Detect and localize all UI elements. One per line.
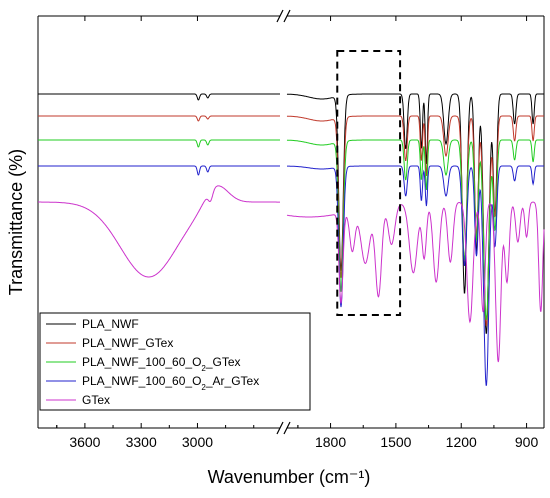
series-line-3-segment-2 (286, 139, 544, 320)
x-tick-label: 1200 (446, 434, 477, 450)
highlight-box-layer (336, 50, 402, 316)
legend-label-1: PLA_NWF (82, 317, 139, 331)
series-line-3-segment-1 (38, 139, 280, 148)
legend-label-2: PLA_NWF_GTex (82, 336, 173, 350)
series-layer (38, 93, 545, 386)
legend-label-3: PLA_NWF_100_60_O2_GTex (82, 355, 241, 373)
x-tick-label: 3300 (126, 434, 157, 450)
x-tick-label: 900 (515, 434, 539, 450)
labels-layer: Wavenumber (cm⁻¹) Transmittance (%) (6, 149, 370, 487)
legend-label-4: PLA_NWF_100_60_O2_Ar_GTex (82, 374, 259, 392)
series-line-2-segment-2 (286, 115, 544, 326)
series-line-4-segment-2 (287, 165, 544, 386)
x-tick-label: 3000 (182, 434, 213, 450)
series-line-1-segment-2 (286, 93, 544, 334)
series-line-1-segment-1 (38, 93, 280, 101)
x-axis-title: Wavenumber (cm⁻¹) (208, 467, 371, 487)
series-line-5-segment-2 (286, 201, 545, 363)
axis-break-top (276, 9, 291, 23)
series-line-2-segment-1 (38, 115, 280, 122)
series-line-4-segment-1 (38, 165, 280, 176)
axis-break-bottom (276, 421, 291, 435)
legend-frame (39, 312, 311, 411)
highlight-box (336, 50, 402, 316)
x-tick-label: 1500 (380, 434, 411, 450)
x-tick-label: 1800 (315, 434, 346, 450)
legend-label-5: GTex (82, 393, 110, 407)
legend: PLA_NWF PLA_NWF_GTex PLA_NWF_100_60_O2_GTe… (39, 312, 311, 411)
y-axis-title: Transmittance (%) (6, 149, 26, 295)
series-line-5-segment-1 (38, 185, 280, 278)
x-tick-label: 3600 (69, 434, 100, 450)
axes-layer: 3600 3300 3000 1800 1500 1200 900 (37, 9, 545, 450)
